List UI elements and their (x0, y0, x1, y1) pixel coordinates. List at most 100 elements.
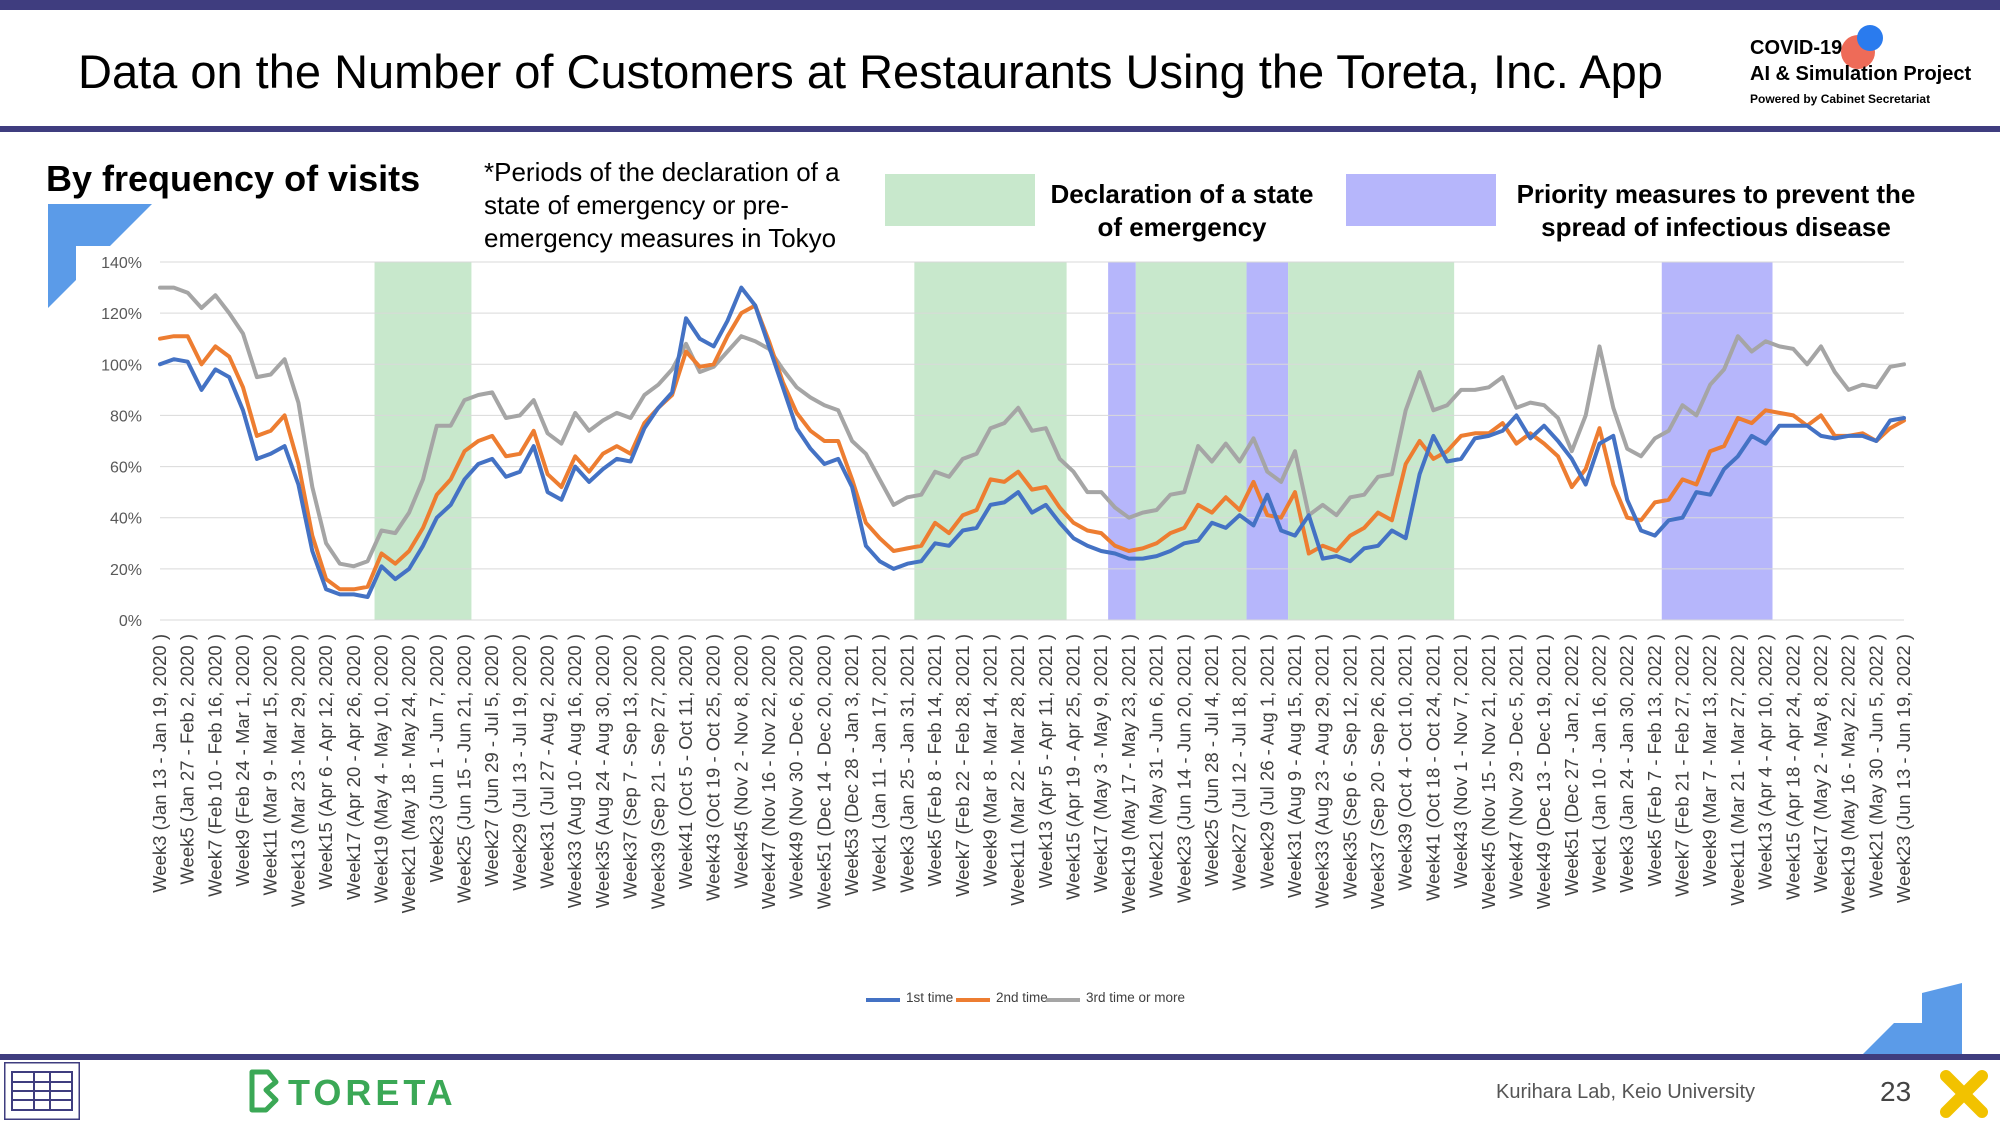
x-tick-label: Week7 (Feb 10 - Feb 16, 2020 ) (204, 634, 225, 897)
y-tick-label: 80% (110, 408, 142, 425)
x-tick-label: Week45 (Nov 15 - Nov 21, 2021 ) (1478, 634, 1499, 909)
x-tick-label: Week13 (Apr 4 - Apr 10, 2022 ) (1755, 634, 1776, 890)
x-tick-label: Week21 (May 31 - Jun 6, 2021 ) (1146, 634, 1167, 898)
x-tick-label: Week13 (Apr 5 - Apr 11, 2021 ) (1035, 634, 1056, 888)
page-number: 23 (1880, 1076, 1912, 1107)
x-tick-label: Week29 (Jul 13 - Jul 19, 2020 ) (509, 634, 530, 891)
legend-label: 3rd time or more (1086, 990, 1185, 1005)
section-title: By frequency of visits (46, 158, 421, 199)
x-tick-label: Week49 (Dec 13 - Dec 19, 2021 ) (1533, 634, 1554, 909)
x-tick-label: Week37 (Sep 20 - Sep 26, 2021 ) (1367, 634, 1388, 909)
x-tick-label: Week29 (Jul 26 - Aug 1, 2021 ) (1256, 634, 1277, 889)
x-tick-label: Week37 (Sep 7 - Sep 13, 2020 ) (620, 634, 641, 899)
page-title: Data on the Number of Customers at Resta… (78, 45, 1663, 98)
series-line (158, 285, 1906, 569)
emergency-legend-swatch (885, 174, 1035, 226)
x-tick-label: Week47 (Nov 16 - Nov 22, 2020 ) (758, 634, 779, 909)
x-tick-label: Week1 (Jan 10 - Jan 16, 2022 ) (1588, 634, 1609, 893)
x-tick-label: Week23 (Jun 1 - Jun 7, 2020 ) (426, 634, 447, 883)
corner-arrow-shape (48, 204, 152, 308)
logo-line3: Powered by Cabinet Secretariat (1750, 92, 1931, 106)
x-tick-label: Week47 (Nov 29 - Dec 5, 2021 ) (1505, 634, 1526, 899)
x-tick-label: Week11 (Mar 21 - Mar 27, 2022 ) (1727, 634, 1748, 906)
x-tick-label: Week35 (Sep 6 - Sep 12, 2021 ) (1339, 634, 1360, 899)
series-line (158, 285, 1906, 599)
x-tick-label: Week9 (Mar 8 - Mar 14, 2021 ) (979, 634, 1000, 887)
y-tick-label: 20% (110, 562, 142, 579)
x-tick-label: Week13 (Mar 23 - Mar 29, 2020 ) (287, 634, 308, 907)
x-tick-label: Week41 (Oct 5 - Oct 11, 2020 ) (675, 634, 696, 889)
customers-line-chart: 0% 20% 40% 60% 80% 100% 120% 140% Week3 (Jan 13 … (101, 255, 1914, 1005)
logo-line2: AI & Simulation Project (1750, 63, 1972, 85)
x-tick-label: Week15 (Apr 19 - Apr 25, 2021 ) (1063, 634, 1084, 900)
y-tick-label: 0% (119, 613, 142, 630)
period-band-emergency (914, 262, 1067, 620)
x-tick-label: Week31 (Aug 9 - Aug 15, 2021 ) (1284, 634, 1305, 898)
x-tick-label: Week35 (Aug 24 - Aug 30, 2020 ) (592, 634, 613, 908)
period-band-priority (1661, 262, 1773, 620)
period-band-priority (1108, 262, 1136, 620)
x-tick-label: Week3 (Jan 25 - Jan 31, 2021 ) (896, 634, 917, 893)
x-tick-label: Week5 (Feb 8 - Feb 14, 2021 ) (924, 634, 945, 887)
y-tick-label: 40% (110, 511, 142, 528)
corner-arrow-icon (48, 204, 152, 308)
x-tick-label: Week1 (Jan 11 - Jan 17, 2021 ) (869, 634, 890, 891)
x-tick-label: Week19 (May 4 - May 10, 2020 ) (370, 634, 391, 903)
x-tick-label: Week23 (Jun 13 - Jun 19, 2022 ) (1893, 634, 1914, 903)
x-tick-label: Week31 (Jul 27 - Aug 2, 2020 ) (537, 634, 558, 889)
x-tick-label: Week51 (Dec 27 - Jan 2, 2022 ) (1561, 634, 1582, 896)
x-tick-label: Week39 (Oct 4 - Oct 10, 2021 ) (1395, 634, 1416, 891)
x-tick-label: Week19 (May 17 - May 23, 2021 ) (1118, 634, 1139, 913)
legend-label: 2nd time (996, 990, 1048, 1005)
period-band-emergency (1135, 262, 1247, 620)
x-tick-label: Week7 (Feb 22 - Feb 28, 2021 ) (952, 634, 973, 897)
x-tick-label: Week39 (Sep 21 - Sep 27, 2020 ) (647, 634, 668, 909)
toreta-brand-text: TORETA (288, 1072, 457, 1113)
footer-rule (0, 1054, 2000, 1060)
x-tick-label: Week3 (Jan 24 - Jan 30, 2022 ) (1616, 634, 1637, 893)
x-tick-label: Week33 (Aug 10 - Aug 16, 2020 ) (564, 634, 585, 908)
x-tick-label: Week15 (Apr 6 - Apr 12, 2020 ) (315, 634, 336, 890)
x-tick-label: Week49 (Nov 30 - Dec 6, 2020 ) (786, 634, 807, 899)
x-tick-label: Week43 (Nov 1 - Nov 7, 2021 ) (1450, 634, 1471, 889)
x-tick-label: Week21 (May 18 - May 24, 2020 ) (398, 634, 419, 913)
x-tick-label: Week17 (May 2 - May 8, 2022 ) (1810, 634, 1831, 893)
emergency-period-note: *Periods of the declaration of a state o… (484, 157, 840, 253)
period-band-emergency (1288, 262, 1455, 620)
x-tick-label: Week11 (Mar 9 - Mar 15, 2020 ) (260, 634, 281, 896)
legend-label: 1st time (906, 990, 953, 1005)
x-tick-label: Week17 (Apr 20 - Apr 26, 2020 ) (343, 634, 364, 900)
x-tick-label: Week21 (May 30 - Jun 5, 2022 ) (1865, 634, 1886, 898)
logo-line1: COVID-19 (1750, 37, 1843, 59)
priority-legend-label: Priority measures to prevent the spread … (1516, 179, 1916, 242)
x-tick-label: Week41 (Oct 18 - Oct 24, 2021 ) (1422, 634, 1443, 901)
x-tick-label: Week11 (Mar 22 - Mar 28, 2021 ) (1007, 634, 1028, 906)
x-tick-label: Week19 (May 16 - May 22, 2022 ) (1838, 634, 1859, 913)
y-tick-label: 100% (101, 357, 142, 374)
top-rule (0, 0, 2000, 10)
series-line (158, 303, 1906, 592)
toreta-logo-icon (249, 1069, 279, 1113)
x-tick-label: Week27 (Jun 29 - Jul 5, 2020 ) (481, 634, 502, 887)
x-mark-icon (1940, 1070, 1988, 1118)
x-tick-label: Week25 (Jun 28 - Jul 4, 2021 ) (1201, 634, 1222, 887)
y-tick-label: 60% (110, 460, 142, 477)
period-band-emergency (374, 262, 472, 620)
x-tick-label: Week51 (Dec 14 - Dec 20, 2020 ) (813, 634, 834, 909)
x-tick-label: Week9 (Feb 24 - Mar 1, 2020 ) (232, 634, 253, 887)
x-tick-label: Week33 (Aug 23 - Aug 29, 2021 ) (1312, 634, 1333, 908)
x-tick-label: Week53 (Dec 28 - Jan 3, 2021 ) (841, 634, 862, 896)
priority-legend-swatch (1346, 174, 1496, 226)
corner-arrow-bottom-icon (1858, 983, 1962, 1059)
covid-logo-mark-icon (1841, 25, 1883, 69)
x-tick-label: Week25 (Jun 15 - Jun 21, 2020 ) (454, 634, 475, 903)
x-tick-label: Week3 (Jan 13 - Jan 19, 2020 ) (149, 634, 170, 893)
x-tick-label: Week7 (Feb 21 - Feb 27, 2022 ) (1672, 634, 1693, 897)
emergency-legend-label: Declaration of a state of emergency (1050, 179, 1314, 242)
x-tick-label: Week5 (Jan 27 - Feb 2, 2020 ) (177, 634, 198, 885)
x-tick-label: Week45 (Nov 2 - Nov 8, 2020 ) (730, 634, 751, 889)
y-tick-label: 120% (101, 306, 142, 323)
x-tick-label: Week5 (Feb 7 - Feb 13, 2022 ) (1644, 634, 1665, 887)
lab-logo-icon (4, 1062, 80, 1120)
y-tick-label: 140% (101, 255, 142, 272)
